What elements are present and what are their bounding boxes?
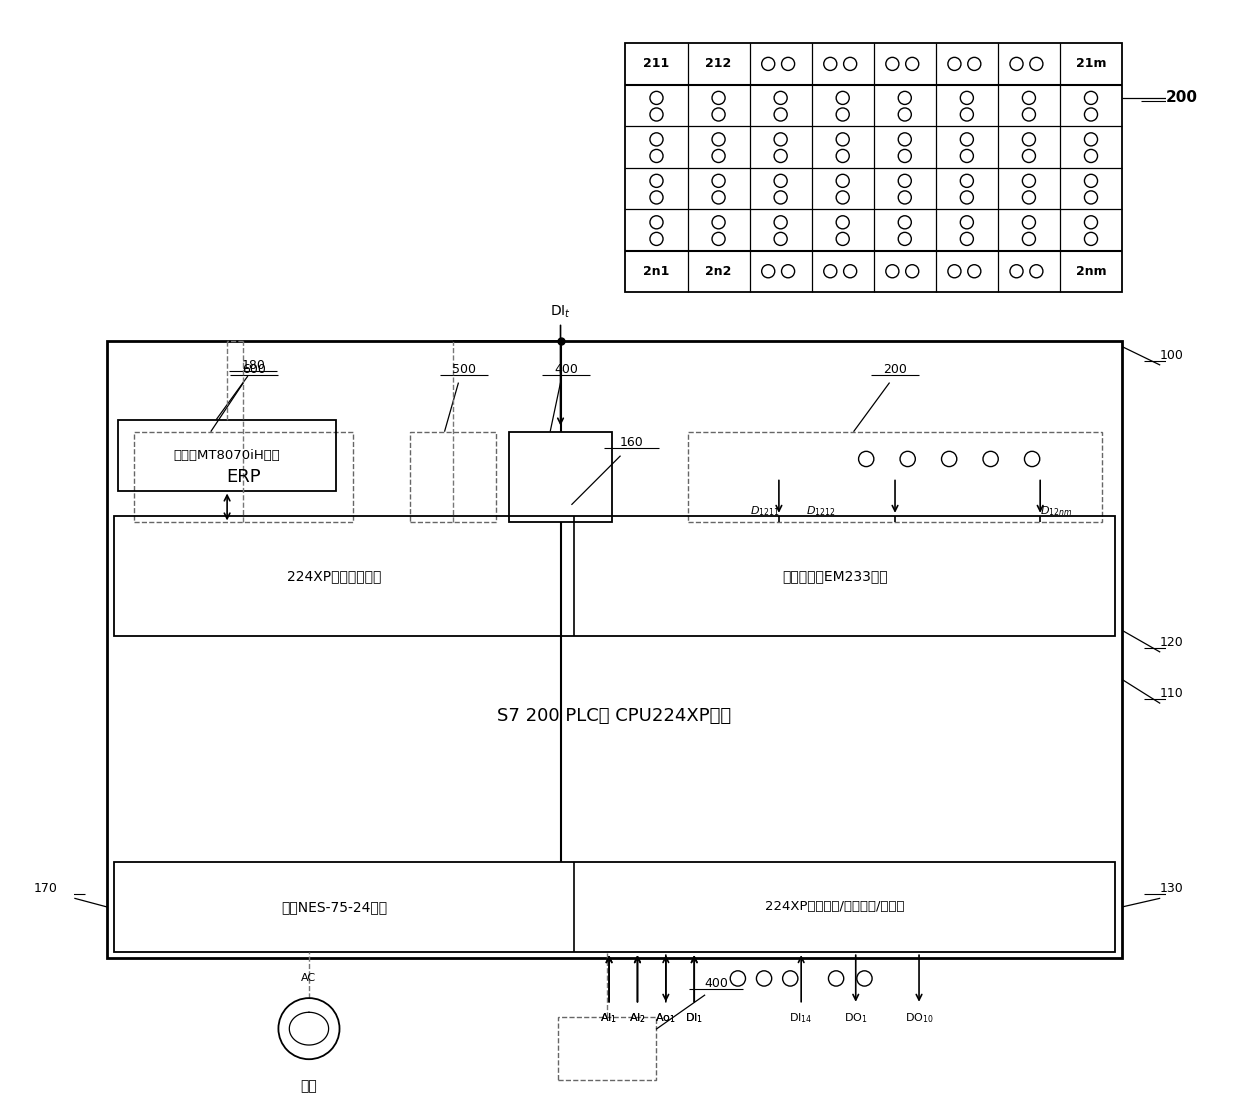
Text: AC: AC <box>301 974 316 984</box>
Text: 130: 130 <box>1159 882 1183 895</box>
Bar <box>134 432 352 523</box>
Text: 110: 110 <box>1159 687 1183 701</box>
Text: AI$_2$: AI$_2$ <box>629 1011 646 1024</box>
Text: AI$_1$: AI$_1$ <box>600 1011 618 1024</box>
Bar <box>625 43 1122 292</box>
Bar <box>688 432 1102 523</box>
Text: 2n2: 2n2 <box>706 265 732 278</box>
Text: $D_{1211}$: $D_{1211}$ <box>750 504 780 518</box>
Text: 170: 170 <box>33 882 58 895</box>
Text: ERP: ERP <box>226 468 260 486</box>
Text: 200: 200 <box>1166 90 1198 105</box>
Text: 120: 120 <box>1159 636 1183 649</box>
Text: 224XP自带模入/出和开入/出模块: 224XP自带模入/出和开入/出模块 <box>765 900 905 914</box>
Text: DO$_{10}$: DO$_{10}$ <box>905 1011 934 1024</box>
Text: AI$_1$: AI$_1$ <box>600 1011 618 1024</box>
Text: AI$_2$: AI$_2$ <box>629 1011 646 1024</box>
Text: $D_{1212}$: $D_{1212}$ <box>806 504 836 518</box>
Text: Ao$_1$: Ao$_1$ <box>656 1011 676 1024</box>
Text: 开关量输出EM233模块: 开关量输出EM233模块 <box>782 569 888 583</box>
Text: S7 200 PLC的 CPU224XP模块: S7 200 PLC的 CPU224XP模块 <box>497 707 732 725</box>
Text: 21m: 21m <box>1076 57 1106 70</box>
Text: 电源NES-75-24模块: 电源NES-75-24模块 <box>281 900 387 914</box>
Text: DI$_1$: DI$_1$ <box>686 1011 703 1024</box>
Text: 211: 211 <box>644 57 670 70</box>
Text: 触摸屏MT8070iH模块: 触摸屏MT8070iH模块 <box>174 449 280 461</box>
Text: 600: 600 <box>243 363 267 376</box>
Text: 2nm: 2nm <box>1075 265 1106 278</box>
Text: 市电: 市电 <box>300 1079 317 1094</box>
Text: DI$_1$: DI$_1$ <box>686 1011 703 1024</box>
Bar <box>114 862 1116 952</box>
Text: DI$_t$: DI$_t$ <box>551 303 572 320</box>
Text: 200: 200 <box>883 363 906 376</box>
Text: 2n1: 2n1 <box>644 265 670 278</box>
Text: DI$_{14}$: DI$_{14}$ <box>790 1011 813 1024</box>
Text: 160: 160 <box>620 436 644 449</box>
Text: Ao$_1$: Ao$_1$ <box>656 1011 676 1024</box>
Bar <box>114 516 1116 636</box>
Text: 100: 100 <box>1159 349 1183 361</box>
Text: 224XP自带通信模块: 224XP自带通信模块 <box>286 569 381 583</box>
Bar <box>118 419 336 491</box>
Bar <box>107 341 1122 957</box>
Text: DO$_1$: DO$_1$ <box>844 1011 868 1024</box>
Text: 212: 212 <box>706 57 732 70</box>
Bar <box>558 1017 656 1080</box>
Text: 180: 180 <box>242 359 265 371</box>
Bar <box>508 432 613 523</box>
Text: 500: 500 <box>451 363 476 376</box>
Text: 400: 400 <box>554 363 578 376</box>
Text: $D_{12nm}$: $D_{12nm}$ <box>1040 504 1073 518</box>
Text: 400: 400 <box>704 977 728 990</box>
Bar <box>410 432 496 523</box>
